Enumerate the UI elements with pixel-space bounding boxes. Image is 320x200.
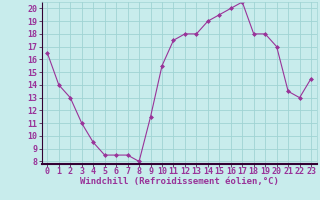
X-axis label: Windchill (Refroidissement éolien,°C): Windchill (Refroidissement éolien,°C) xyxy=(80,177,279,186)
